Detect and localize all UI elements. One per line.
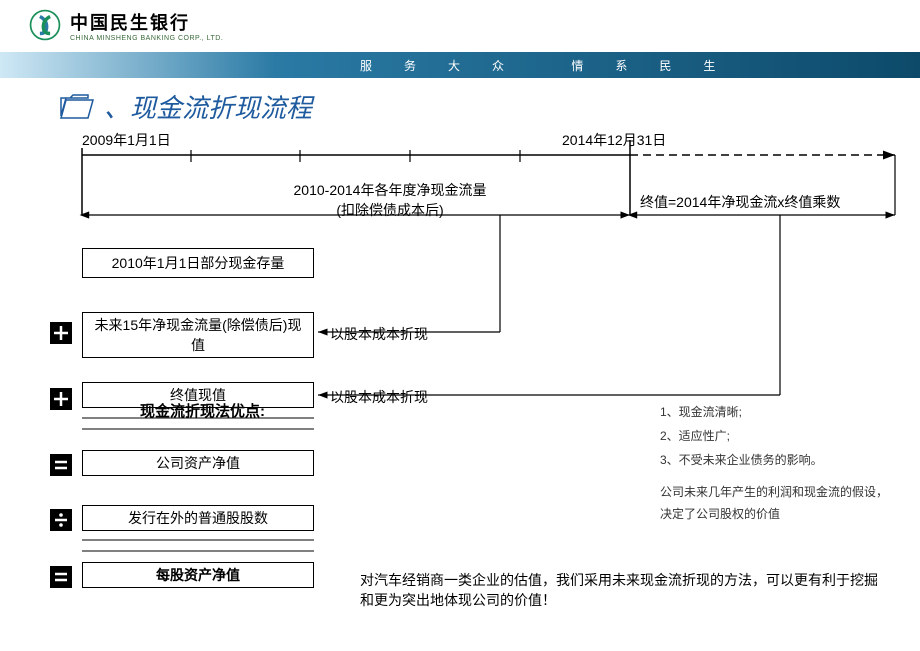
discount-label-1: 以股本成本折现 [330, 387, 428, 407]
method-advantages-title: 现金流折现法优点: [140, 400, 270, 421]
plus-icon [50, 388, 72, 410]
divide-icon [50, 509, 72, 531]
advantage-3: 3、不受未来企业债务的影响。 [660, 448, 890, 472]
advantage-1: 1、现金流清晰; [660, 400, 890, 424]
equals-icon [50, 566, 72, 588]
terminal-value-label: 终值=2014年净现金流x终值乘数 [640, 192, 840, 212]
advantages-list: 1、现金流清晰; 2、适应性广; 3、不受未来企业债务的影响。 公司未来几年产生… [660, 400, 890, 525]
advantage-note: 公司未来几年产生的利润和现金流的假设，决定了公司股权的价值 [660, 482, 890, 525]
box-pv-15yr: 未来15年净现金流量(除偿债后)现值 [82, 312, 314, 358]
box-nav: 公司资产净值 [82, 450, 314, 476]
box-nav-per-share: 每股资产净值 [82, 562, 314, 588]
timeline-start-label: 2009年1月1日 [82, 130, 171, 150]
plus-icon [50, 322, 72, 344]
timeline-end-label: 2014年12月31日 [562, 130, 666, 150]
box-shares: 发行在外的普通股股数 [82, 505, 314, 531]
discount-label-0: 以股本成本折现 [330, 324, 428, 344]
box-cash-stock: 2010年1月1日部分现金存量 [82, 248, 314, 278]
advantage-2: 2、适应性广; [660, 424, 890, 448]
equals-icon [50, 454, 72, 476]
timeline-mid-label: 2010-2014年各年度净现金流量 (扣除偿债成本后) [260, 180, 520, 220]
bottom-conclusion: 对汽车经销商一类企业的估值，我们采用未来现金流折现的方法，可以更有利于挖掘和更为… [360, 570, 880, 610]
